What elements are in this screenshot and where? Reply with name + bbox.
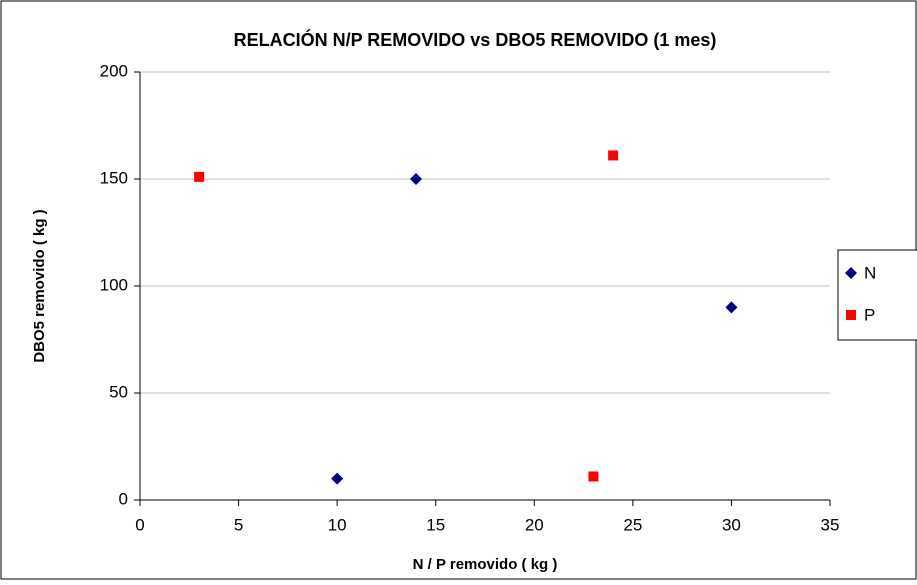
legend-marker [846, 310, 856, 320]
point [588, 471, 599, 482]
legend-label: N [864, 263, 876, 282]
y-tick-label: 100 [100, 275, 128, 294]
legend-marker [845, 267, 857, 279]
legend-box [837, 249, 917, 341]
point [331, 472, 344, 485]
y-axis-label: DBO5 removido ( kg ) [31, 209, 48, 362]
legend-label: P [864, 305, 875, 324]
point [608, 150, 619, 161]
chart-title: RELACIÓN N/P REMOVIDO vs DBO5 REMOVIDO (… [234, 29, 717, 50]
y-tick-label: 0 [119, 489, 128, 508]
x-tick-label: 20 [525, 515, 544, 534]
x-tick-label: 5 [234, 515, 243, 534]
x-tick-label: 10 [328, 515, 347, 534]
x-tick-label: 15 [426, 515, 445, 534]
point [725, 301, 738, 314]
x-tick-label: 35 [821, 515, 840, 534]
x-tick-label: 0 [135, 515, 144, 534]
point [194, 171, 205, 182]
y-tick-label: 50 [109, 382, 128, 401]
x-tick-label: 25 [623, 515, 642, 534]
y-tick-label: 150 [100, 168, 128, 187]
x-axis-label: N / P removido ( kg ) [413, 556, 558, 573]
y-tick-label: 200 [100, 61, 128, 80]
point [410, 173, 422, 185]
x-tick-label: 30 [722, 515, 741, 534]
